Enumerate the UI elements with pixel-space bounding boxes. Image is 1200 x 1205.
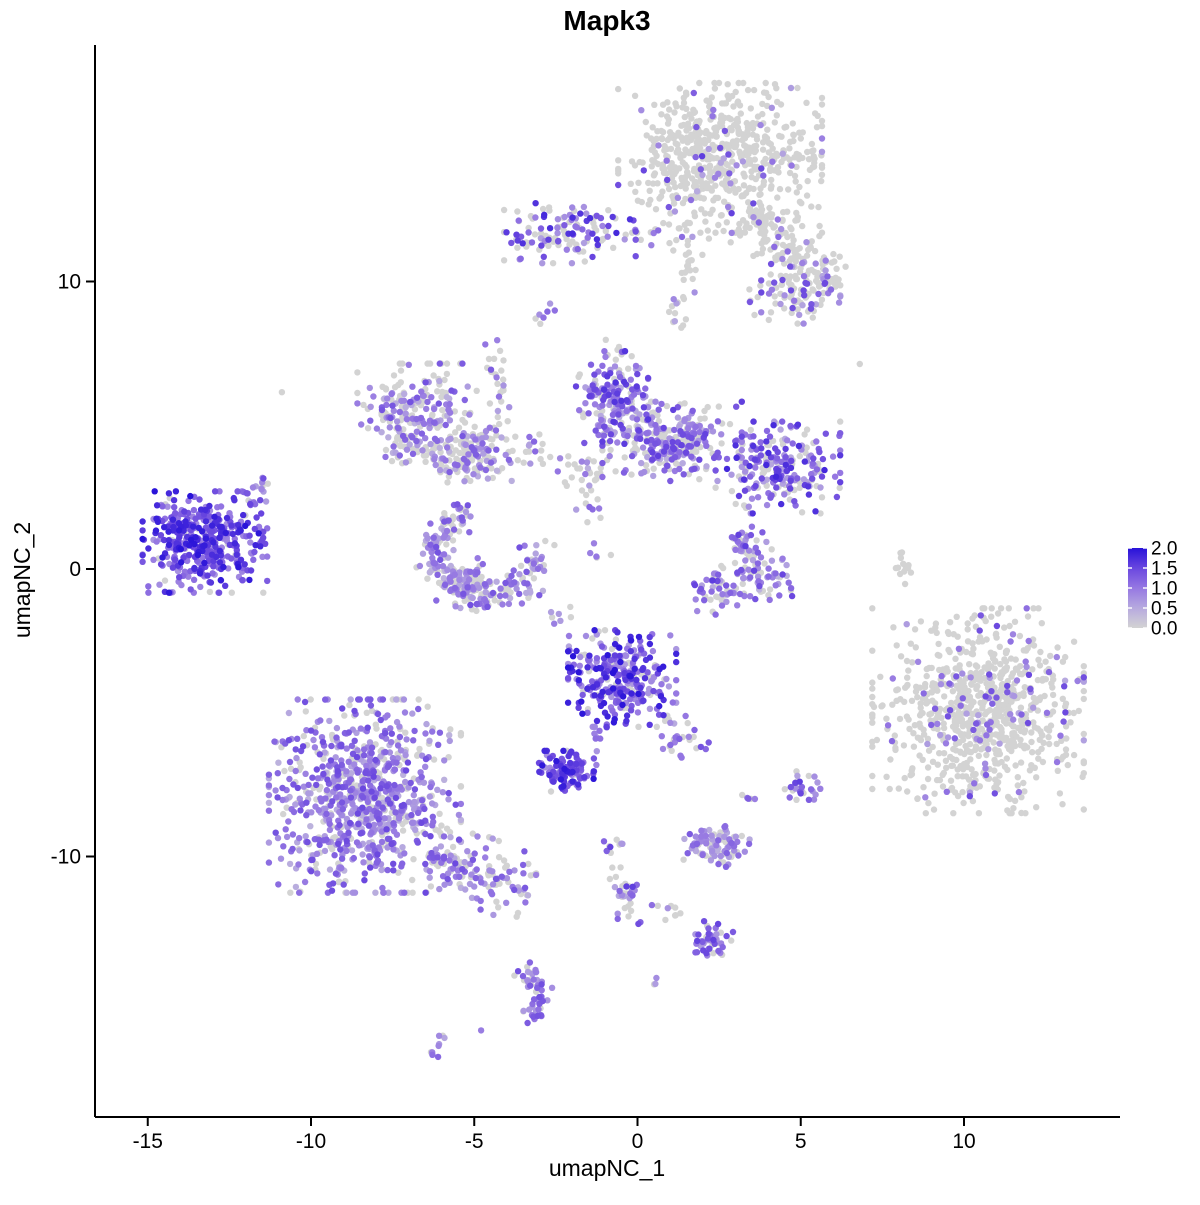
x-axis-title: umapNC_1 [549,1155,665,1181]
x-tick-label: 0 [632,1130,644,1153]
legend-tick-label: 1.5 [1151,559,1177,580]
legend-tick-label: 0.5 [1151,599,1177,620]
legend-colorbar: 2.01.51.00.50.0 [1128,539,1177,640]
plot-title: Mapk3 [563,5,650,36]
y-axis-title: umapNC_2 [9,522,35,638]
legend-tick-label: 2.0 [1151,539,1177,560]
x-tick-label: -5 [465,1130,484,1153]
y-tick-label: 0 [69,558,81,581]
legend-tick-label: 0.0 [1151,619,1177,640]
x-tick-label: -10 [296,1130,326,1153]
x-tick-label: 10 [952,1130,975,1153]
y-tick-label: -10 [51,846,81,869]
x-tick-label: 5 [795,1130,807,1153]
legend-tick-label: 1.0 [1151,579,1177,600]
y-tick-label: 10 [58,271,81,294]
x-tick-label: -15 [133,1130,163,1153]
